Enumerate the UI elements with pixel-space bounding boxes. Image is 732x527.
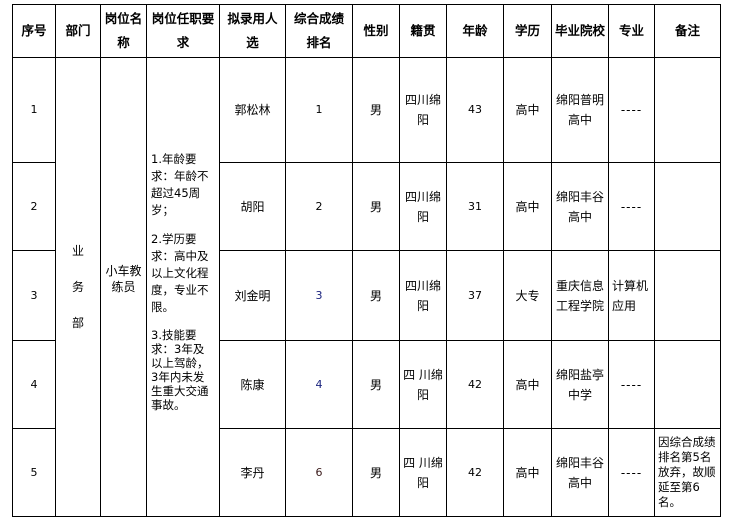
header-note: 备注 [654, 4, 721, 58]
cell-requirements: 1.年龄要求：年龄不超过45周岁； 2.学历要求：高中及以上文化程度，专业不限。… [146, 57, 220, 517]
header-gender: 性别 [352, 4, 400, 58]
cell-name: 李丹 [219, 428, 286, 517]
cell-school: 重庆信息工程学院 [551, 250, 609, 341]
header-requirements: 岗位任职要求 [146, 4, 220, 58]
cell-origin: 四 川绵阳 [399, 428, 447, 517]
header-candidate: 拟录用人选 [219, 4, 286, 58]
recruitment-table: 序号 部门 岗位名称 岗位任职要求 拟录用人选 综合成绩排名 性别 籍贯 年龄 … [12, 4, 721, 517]
cell-no: 2 [12, 162, 56, 251]
header-rank: 综合成绩排名 [285, 4, 353, 58]
header-age: 年龄 [446, 4, 504, 58]
header-no: 序号 [12, 4, 56, 58]
requirement-skill: 3.技能要求：3年及以上驾龄，3年内未发生重大交通事故。 [151, 327, 209, 412]
cell-name: 刘金明 [219, 250, 286, 341]
cell-school: 绵阳盐亭中学 [551, 340, 609, 429]
cell-origin: 四 川绵阳 [399, 340, 447, 429]
cell-age: 37 [446, 250, 504, 341]
header-education: 学历 [503, 4, 552, 58]
cell-age: 43 [446, 57, 504, 163]
cell-major: ---- [608, 162, 655, 251]
header-position: 岗位名称 [100, 4, 147, 58]
cell-school: 绵阳丰谷高中 [551, 428, 609, 517]
cell-gender: 男 [352, 428, 400, 517]
header-dept: 部门 [55, 4, 101, 58]
cell-note: 因综合成绩排名第5名放弃，故顺延至第6名。 [654, 428, 721, 517]
cell-rank: 6 [285, 428, 353, 517]
cell-note [654, 162, 721, 251]
cell-gender: 男 [352, 162, 400, 251]
cell-origin: 四川绵阳 [399, 57, 447, 163]
cell-rank: 3 [285, 250, 353, 341]
cell-gender: 男 [352, 340, 400, 429]
header-school: 毕业院校 [551, 4, 609, 58]
cell-education: 高中 [503, 57, 552, 163]
cell-rank: 1 [285, 57, 353, 163]
cell-no: 1 [12, 57, 56, 163]
table-row: 5 李丹 6 男 四 川绵阳 42 高中 绵阳丰谷高中 ---- 因综合成绩排名… [12, 428, 721, 517]
cell-origin: 四川绵阳 [399, 250, 447, 341]
cell-major: ---- [608, 340, 655, 429]
requirement-education: 2.学历要求：高中及以上文化程度，专业不限。 [151, 231, 209, 314]
header-major: 专业 [608, 4, 655, 58]
cell-age: 42 [446, 428, 504, 517]
cell-education: 高中 [503, 340, 552, 429]
cell-education: 大专 [503, 250, 552, 341]
table-row: 1 业务部 小车教练员 1.年龄要求：年龄不超过45周岁； 2.学历要求：高中及… [12, 57, 721, 517]
header-origin: 籍贯 [399, 4, 447, 58]
dept-text: 业务部 [71, 244, 84, 330]
cell-gender: 男 [352, 250, 400, 341]
cell-gender: 男 [352, 57, 400, 163]
cell-note [654, 250, 721, 341]
cell-rank: 4 [285, 340, 353, 429]
cell-position: 小车教练员 [100, 57, 147, 517]
cell-name: 郭松林 [219, 57, 286, 163]
cell-dept: 业务部 [55, 57, 101, 517]
cell-major: ---- [608, 57, 655, 163]
cell-school: 绵阳丰谷高中 [551, 162, 609, 251]
cell-school: 绵阳普明高中 [551, 57, 609, 163]
cell-age: 31 [446, 162, 504, 251]
cell-rank: 2 [285, 162, 353, 251]
cell-no: 4 [12, 340, 56, 429]
requirement-age: 1.年龄要求：年龄不超过45周岁； [151, 151, 209, 217]
cell-education: 高中 [503, 428, 552, 517]
cell-no: 3 [12, 250, 56, 341]
cell-note [654, 57, 721, 163]
cell-major: 计算机应用 [608, 250, 655, 341]
cell-name: 陈康 [219, 340, 286, 429]
table-row: 2 胡阳 2 男 四川绵阳 31 高中 绵阳丰谷高中 ---- [12, 162, 721, 251]
cell-no: 5 [12, 428, 56, 517]
header-row: 序号 部门 岗位名称 岗位任职要求 拟录用人选 综合成绩排名 性别 籍贯 年龄 … [12, 4, 721, 58]
cell-origin: 四川绵阳 [399, 162, 447, 251]
table-row: 4 陈康 4 男 四 川绵阳 42 高中 绵阳盐亭中学 ---- [12, 340, 721, 429]
cell-major: ---- [608, 428, 655, 517]
table-row: 3 刘金明 3 男 四川绵阳 37 大专 重庆信息工程学院 计算机应用 [12, 250, 721, 341]
cell-education: 高中 [503, 162, 552, 251]
cell-name: 胡阳 [219, 162, 286, 251]
cell-age: 42 [446, 340, 504, 429]
cell-note [654, 340, 721, 429]
